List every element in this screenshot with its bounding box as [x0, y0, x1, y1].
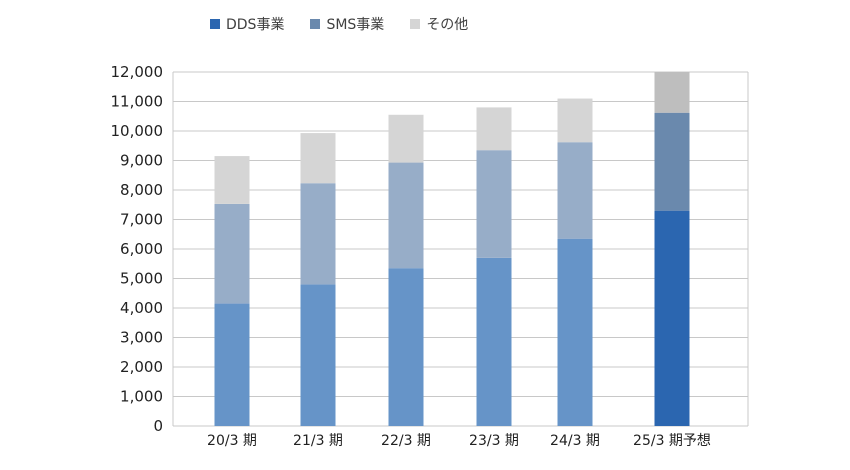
bar-dds: [476, 257, 512, 426]
y-tick-label: 4,000: [120, 299, 163, 317]
bar-sms: [214, 203, 250, 304]
bar-sms: [388, 162, 424, 269]
bar-other: [214, 156, 250, 204]
bar-sms: [476, 150, 512, 258]
y-tick-label: 11,000: [111, 93, 164, 111]
bar-dds: [300, 284, 336, 426]
bar-sms: [654, 112, 690, 211]
legend: DDS事業 SMS事業 その他: [210, 14, 468, 34]
y-tick-label: 8,000: [120, 181, 163, 199]
legend-label-dds: DDS事業: [226, 17, 285, 33]
legend-swatch-sms: [310, 19, 321, 29]
legend-label-other: その他: [426, 17, 469, 33]
bar-other: [654, 72, 690, 113]
bar-sms: [557, 142, 593, 239]
legend-item-sms: SMS事業: [310, 14, 384, 34]
legend-swatch-other: [410, 19, 421, 29]
bar-sms: [300, 183, 336, 285]
y-tick-label: 5,000: [120, 270, 163, 288]
bar-dds: [388, 268, 424, 426]
bar-dds: [654, 210, 690, 426]
x-tick-label: 21/3 期: [293, 433, 343, 449]
y-tick-label: 1,000: [120, 388, 163, 406]
x-tick-label: 22/3 期: [381, 433, 431, 449]
bar-other: [476, 107, 512, 151]
y-tick-label: 6,000: [120, 240, 163, 258]
x-tick-label: 23/3 期: [469, 433, 519, 449]
y-tick-label: 0: [153, 417, 163, 435]
bar-dds: [557, 238, 593, 426]
y-tick-label: 9,000: [120, 152, 163, 170]
x-tick-label: 25/3 期予想: [633, 433, 711, 449]
bar-other: [388, 114, 424, 163]
legend-item-other: その他: [410, 14, 468, 34]
y-tick-label: 12,000: [111, 63, 164, 81]
x-tick-label: 24/3 期: [550, 433, 600, 449]
y-tick-label: 7,000: [120, 211, 163, 229]
legend-item-dds: DDS事業: [210, 14, 284, 34]
y-tick-label: 10,000: [111, 122, 164, 140]
bar-other: [300, 133, 336, 184]
legend-swatch-dds: [210, 19, 220, 29]
bar-dds: [214, 303, 250, 426]
bar-other: [557, 98, 593, 143]
y-tick-label: 2,000: [120, 358, 163, 376]
y-tick-label: 3,000: [120, 329, 163, 347]
legend-label-sms: SMS事業: [326, 17, 385, 33]
x-tick-label: 20/3 期: [207, 433, 257, 449]
